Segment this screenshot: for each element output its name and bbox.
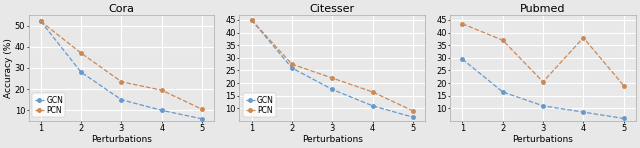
PCN — [77, 52, 85, 54]
GCN — [369, 105, 376, 107]
Line: GCN: GCN — [250, 18, 415, 119]
PCN — [37, 20, 45, 22]
PCN — [409, 110, 417, 112]
PCN — [248, 19, 255, 21]
Legend: GCN, PCN: GCN, PCN — [243, 93, 276, 117]
X-axis label: Perturbations: Perturbations — [302, 135, 363, 144]
X-axis label: Perturbations: Perturbations — [91, 135, 152, 144]
GCN — [409, 116, 417, 118]
PCN — [158, 89, 166, 91]
PCN — [328, 77, 336, 79]
PCN — [118, 81, 125, 83]
GCN — [620, 118, 628, 119]
Line: PCN: PCN — [250, 18, 415, 113]
GCN — [499, 91, 506, 93]
Line: PCN: PCN — [461, 22, 625, 87]
GCN — [328, 89, 336, 90]
GCN — [198, 118, 206, 120]
Legend: GCN, PCN: GCN, PCN — [33, 93, 65, 117]
GCN — [158, 110, 166, 111]
GCN — [248, 19, 255, 21]
Title: Citesser: Citesser — [310, 4, 355, 14]
GCN — [77, 71, 85, 73]
Line: GCN: GCN — [461, 57, 625, 120]
GCN — [37, 20, 45, 22]
GCN — [539, 105, 547, 107]
PCN — [580, 37, 588, 38]
Title: Pubmed: Pubmed — [520, 4, 566, 14]
X-axis label: Perturbations: Perturbations — [513, 135, 573, 144]
PCN — [620, 85, 628, 87]
PCN — [369, 91, 376, 93]
PCN — [539, 81, 547, 83]
Title: Cora: Cora — [108, 4, 134, 14]
Line: PCN: PCN — [39, 20, 204, 111]
Y-axis label: Accuracy (%): Accuracy (%) — [4, 38, 13, 98]
PCN — [458, 23, 466, 25]
GCN — [580, 111, 588, 113]
PCN — [288, 63, 296, 65]
GCN — [458, 58, 466, 60]
GCN — [288, 67, 296, 69]
PCN — [499, 39, 506, 41]
GCN — [118, 99, 125, 101]
Line: GCN: GCN — [39, 20, 204, 121]
PCN — [198, 108, 206, 110]
